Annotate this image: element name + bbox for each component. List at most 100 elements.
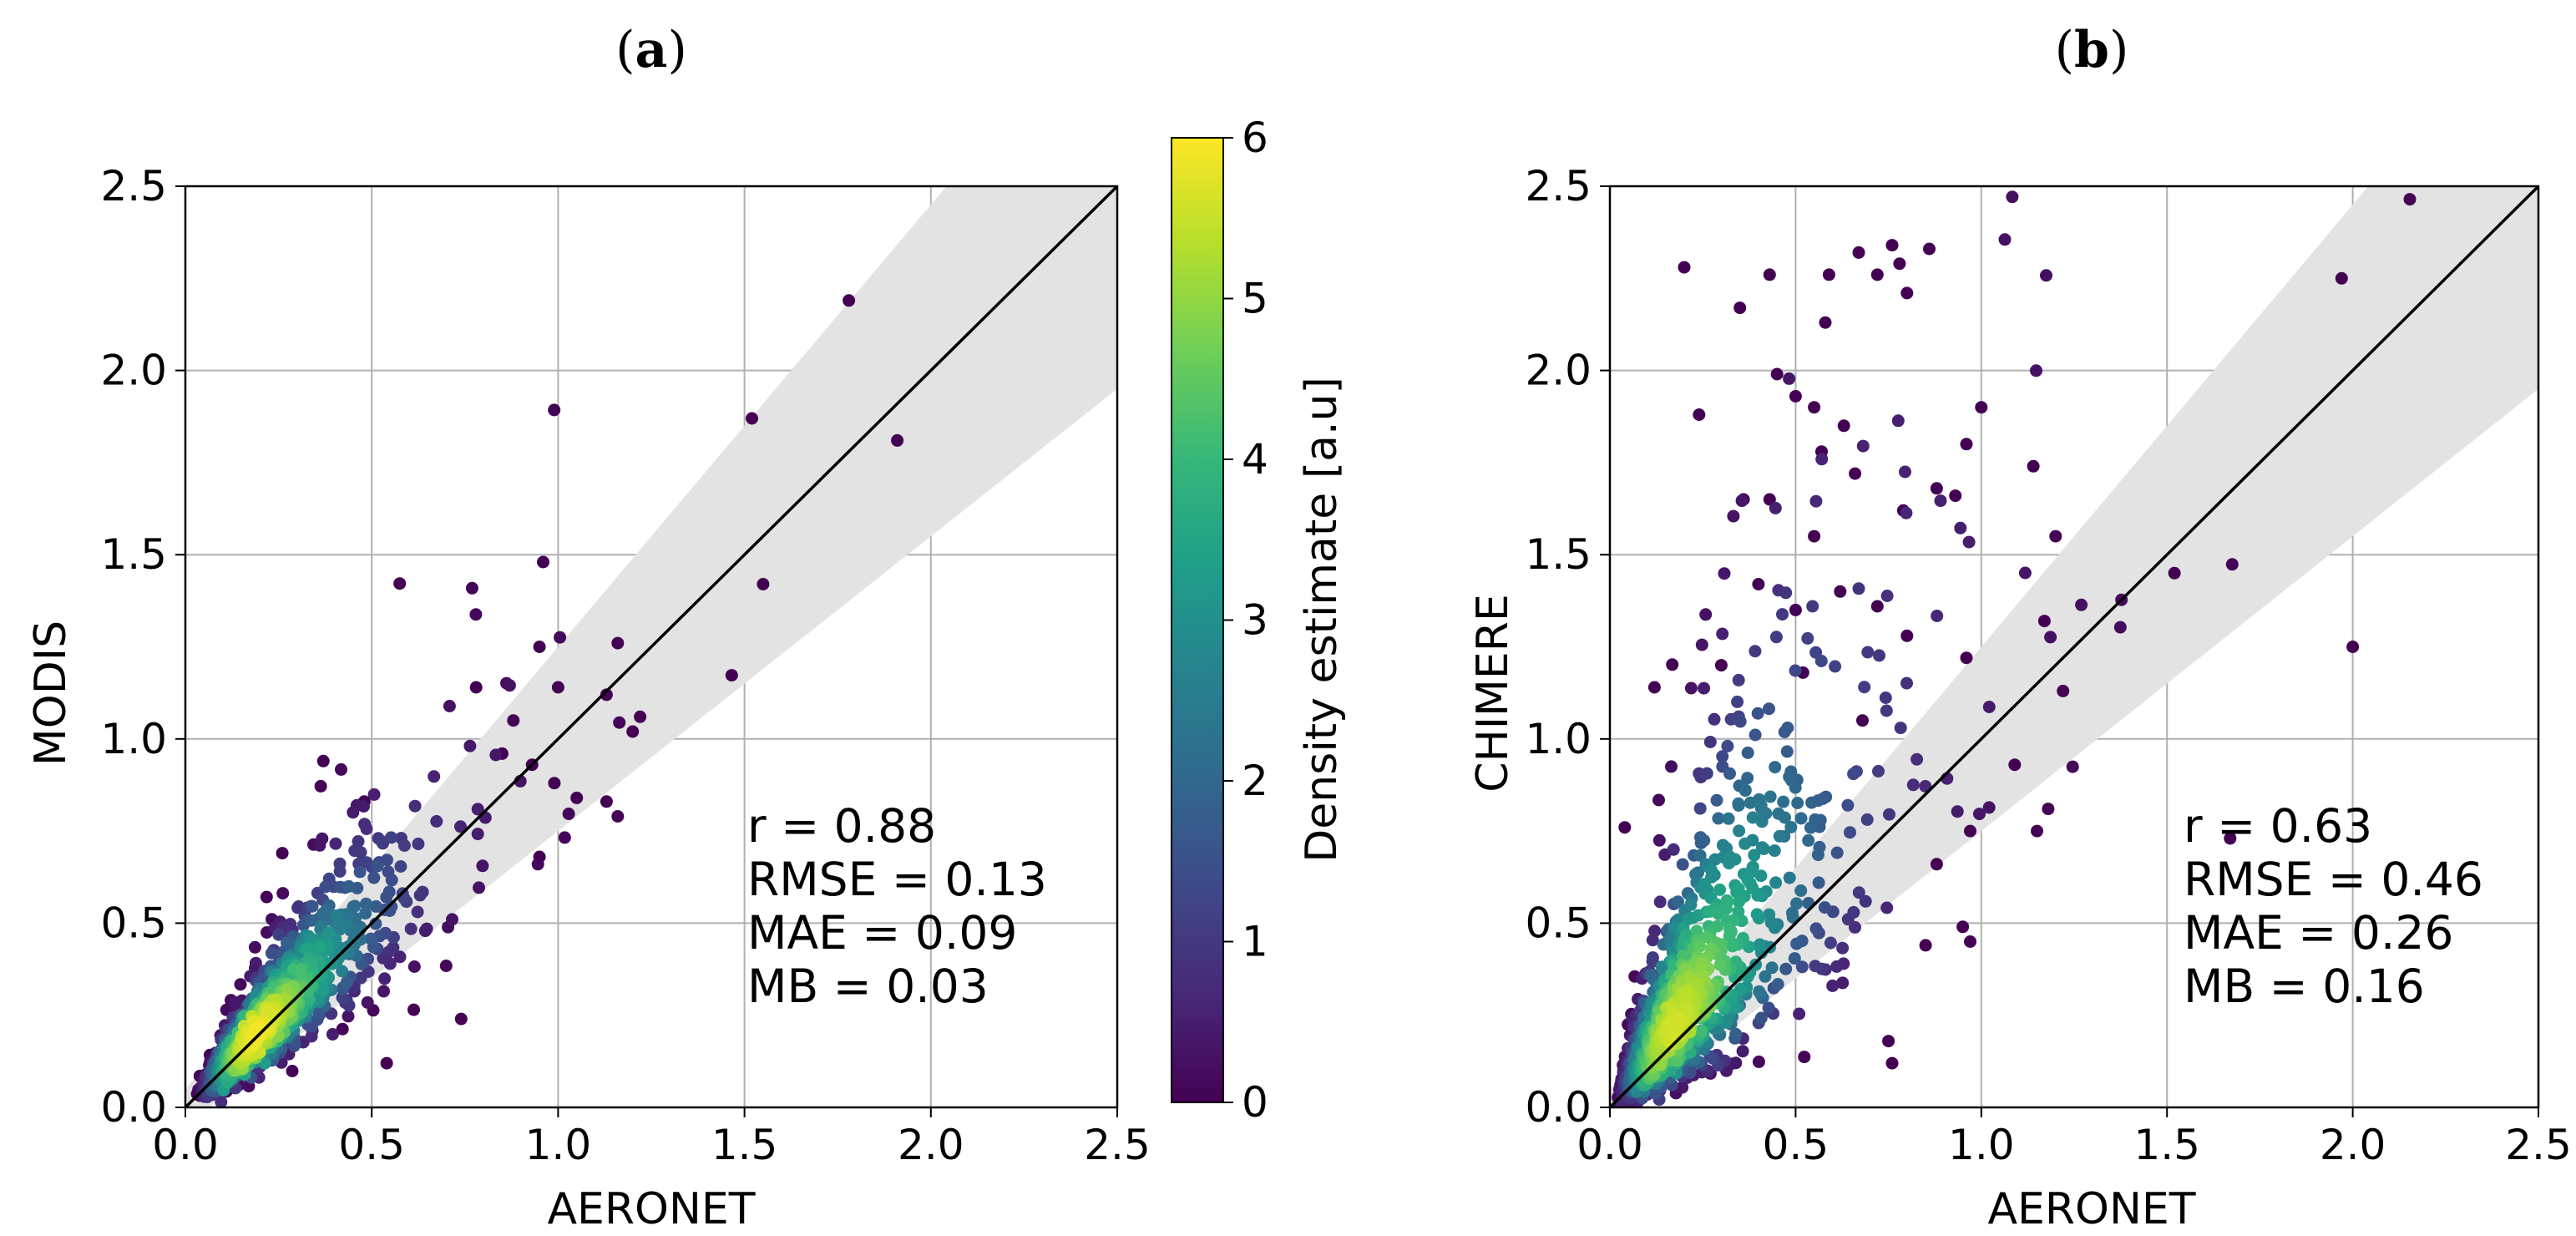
scatter-point: [1788, 952, 1801, 965]
scatter-point: [1826, 979, 1840, 992]
scatter-point: [1712, 812, 1725, 825]
scatter-point: [1919, 939, 1932, 952]
scatter-point: [1852, 246, 1865, 259]
scatter-point: [360, 856, 373, 869]
scatter-point: [1652, 793, 1665, 807]
scatter-point: [1906, 778, 1920, 792]
scatter-point: [465, 581, 478, 595]
scatter-point: [360, 897, 372, 910]
scatter-point: [1808, 401, 1821, 414]
scatter-point: [1735, 494, 1749, 508]
scatter-point: [1684, 681, 1698, 695]
scatter-point: [613, 716, 626, 729]
scatter-point: [1722, 812, 1735, 825]
scatter-point: [471, 803, 484, 816]
scatter-point: [1666, 658, 1679, 671]
scatter-point: [387, 941, 400, 954]
scatter-point: [1703, 736, 1717, 748]
scatter-point: [329, 837, 342, 850]
scatter-point: [503, 679, 516, 692]
scatter-point: [611, 636, 625, 650]
scatter-point: [1763, 908, 1776, 921]
scatter-point: [1910, 752, 1924, 766]
scatter-point: [258, 1056, 271, 1070]
scatter-point: [1718, 567, 1731, 580]
scatter-point: [330, 909, 343, 922]
stat-a-r: r = 0.88: [747, 799, 936, 853]
colorbar-tick-label: 2: [1242, 757, 1268, 805]
scatter-point: [1837, 419, 1850, 433]
ticks: 0.0 0.5 1.0 1.5 2.0 2.5 0.0 0.5 1.0 1.5 2.0 2.5: [1525, 162, 2571, 1169]
scatter-point: [1693, 940, 1707, 953]
scatter-point: [454, 1012, 468, 1026]
scatter-point: [1834, 585, 1847, 598]
scatter-point: [1830, 846, 1844, 859]
scatter-point: [1646, 955, 1659, 968]
scatter-point: [1751, 707, 1764, 720]
scatter-point: [342, 1010, 355, 1023]
scatter-point: [348, 899, 362, 913]
scatter-point: [1738, 837, 1752, 850]
stats-b: r = 0.63 RMSE = 0.46 MAE = 0.26 MB = 0.1…: [2184, 799, 2483, 1013]
scatter-point: [1844, 826, 1856, 839]
scatter-point: [1700, 767, 1713, 780]
scatter-point: [2113, 621, 2127, 634]
scatter-point: [316, 907, 330, 920]
x-tick-label: 0.0: [152, 1121, 219, 1169]
scatter-point: [1830, 960, 1844, 973]
scatter-point: [1738, 784, 1752, 798]
scatter-point: [1780, 745, 1794, 758]
scatter-point: [1653, 895, 1667, 909]
scatter-point: [1805, 796, 1819, 809]
scatter-point: [407, 1003, 420, 1016]
x-tick-label: 2.5: [2505, 1121, 2572, 1169]
scatter-point: [1893, 257, 1906, 271]
scatter-point: [1723, 930, 1736, 943]
scatter-point: [1752, 578, 1765, 590]
scatter-point: [1693, 802, 1707, 815]
colorbar: 0 1 2 3 4 5 6 Density estimate [a.u]: [1171, 114, 1347, 1127]
y-tick-label: 0.5: [1525, 899, 1592, 947]
scatter-point: [1795, 960, 1809, 974]
scatter-point: [1763, 268, 1776, 281]
scatter-point: [1962, 535, 1976, 549]
scatter-point: [1723, 850, 1736, 864]
scatter-point: [1951, 805, 1964, 818]
stats-a: r = 0.88 RMSE = 0.13 MAE = 0.09 MB = 0.0…: [747, 799, 1047, 1013]
scatter-point: [1814, 655, 1828, 667]
scatter-point: [380, 890, 393, 904]
scatter-point: [1812, 876, 1825, 889]
stat-a-mb: MB = 0.03: [747, 960, 989, 1013]
scatter-point: [537, 555, 549, 569]
scatter-point: [1849, 467, 1862, 480]
colorbar-tick-label: 3: [1242, 596, 1268, 645]
scatter-point: [1678, 261, 1691, 274]
scatter-point: [634, 710, 647, 723]
scatter-point: [1923, 242, 1936, 256]
scatter-point: [1729, 1027, 1743, 1041]
panel-b-label: (b): [2055, 21, 2129, 79]
scatter-point: [364, 932, 377, 945]
scatter-point: [1793, 1007, 1806, 1021]
scatter-point: [411, 905, 424, 919]
scatter-point: [1956, 920, 1970, 934]
scatter-point: [2346, 641, 2360, 653]
scatter-point: [1763, 702, 1775, 716]
scatter-point: [1734, 982, 1748, 995]
scatter-point: [1753, 985, 1766, 998]
scatter-point: [570, 791, 584, 804]
scatter-point: [626, 725, 640, 738]
scatter-point: [1811, 848, 1824, 862]
scatter-point: [359, 907, 372, 920]
scatter-point: [1790, 897, 1803, 910]
scatter-point: [1885, 239, 1899, 252]
scatter-point: [454, 820, 467, 833]
scatter-point: [1891, 414, 1905, 428]
scatter-point: [380, 1056, 393, 1070]
scatter-point: [1646, 934, 1659, 947]
scatter-point: [1693, 848, 1707, 862]
scatter-point: [1930, 858, 1943, 871]
colorbar-tick-label: 4: [1242, 435, 1268, 484]
scatter-point: [1741, 772, 1754, 785]
scatter-point: [1713, 883, 1727, 896]
